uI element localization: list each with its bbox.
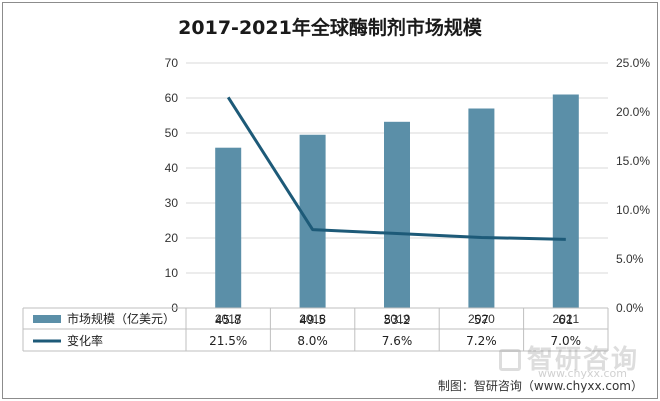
bar	[468, 108, 495, 308]
watermark-url: www.chyxx.com	[537, 367, 627, 380]
chart-svg: 0102030405060700.0%5.0%10.0%15.0%20.0%25…	[22, 56, 650, 352]
x-tick-label: 2019	[384, 312, 411, 326]
watermark-logo-icon	[498, 349, 521, 371]
x-tick-label: 2017	[215, 312, 242, 326]
y-right-tick-label: 5.0%	[616, 252, 644, 266]
watermark-text: 智研咨询	[526, 345, 639, 375]
y-left-tick-label: 60	[165, 91, 179, 105]
data-label: 61	[558, 313, 573, 327]
x-tick-label: 2020	[468, 312, 495, 326]
y-right-tick-label: 0.0%	[616, 301, 644, 315]
legend-label: 市场规模（亿美元）	[67, 311, 175, 326]
data-label: 49.5	[299, 313, 326, 327]
chart-title: 2017-2021年全球酶制剂市场规模	[178, 17, 482, 39]
data-label: 8.0%	[297, 334, 328, 348]
data-label: 53.2	[384, 313, 411, 327]
watermark: 智研咨询	[498, 339, 639, 376]
y-left-tick-label: 30	[165, 196, 179, 210]
y-left-tick-label: 50	[165, 126, 179, 140]
y-left-tick-label: 40	[165, 161, 179, 175]
bar	[299, 134, 326, 308]
y-left-tick-label: 20	[165, 231, 179, 245]
bar	[384, 121, 410, 308]
data-label: 21.5%	[209, 334, 247, 348]
y-right-tick-label: 15.0%	[616, 154, 650, 168]
bar	[215, 147, 242, 308]
data-label: 57	[474, 313, 489, 327]
data-label: 45.8	[215, 313, 242, 327]
x-tick-label: 2021	[552, 312, 579, 326]
y-left-tick-label: 10	[165, 266, 179, 280]
y-left-tick-label: 70	[165, 56, 179, 70]
bar	[552, 94, 579, 308]
data-label: 7.6%	[382, 334, 413, 348]
x-tick-label: 2018	[299, 312, 326, 326]
y-right-tick-label: 10.0%	[616, 203, 650, 217]
series-line	[226, 96, 566, 241]
y-right-tick-label: 25.0%	[616, 56, 650, 70]
y-right-tick-label: 20.0%	[616, 105, 650, 119]
legend-bar-key	[33, 315, 61, 323]
data-label: 7.2%	[466, 334, 497, 348]
data-label: 7.0%	[551, 334, 582, 348]
chart-source: 制图：智研咨询（www.chyxx.com）	[437, 379, 643, 393]
legend-label: 变化率	[67, 333, 103, 348]
